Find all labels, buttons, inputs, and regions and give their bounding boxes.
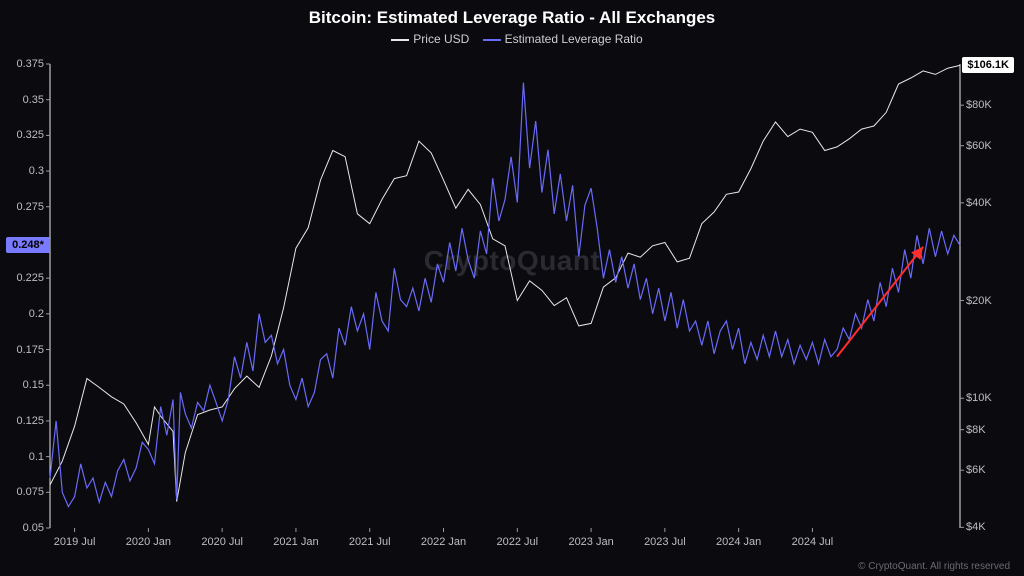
x-tick: 2022 Jul <box>497 536 539 548</box>
y-left-tick: 0.175 <box>0 344 44 356</box>
x-tick: 2020 Jan <box>126 536 171 548</box>
y-left-tick: 0.225 <box>0 272 44 284</box>
chart-title: Bitcoin: Estimated Leverage Ratio - All … <box>0 8 1024 28</box>
legend-label-ratio: Estimated Leverage Ratio <box>505 32 643 46</box>
x-tick: 2023 Jul <box>644 536 686 548</box>
legend-swatch-price <box>391 39 409 41</box>
y-left-tick: 0.275 <box>0 201 44 213</box>
left-axis-current-badge: 0.248* <box>6 237 50 253</box>
y-right-tick: $20K <box>966 295 1024 307</box>
y-right-tick: $6K <box>966 464 1024 476</box>
legend-swatch-ratio <box>483 39 501 41</box>
x-tick: 2020 Jul <box>201 536 243 548</box>
chart-svg <box>50 64 960 528</box>
x-tick: 2024 Jul <box>792 536 834 548</box>
x-tick: 2021 Jan <box>273 536 318 548</box>
y-left-tick: 0.325 <box>0 129 44 141</box>
chart-legend: Price USD Estimated Leverage Ratio <box>0 32 1024 46</box>
y-left-tick: 0.3 <box>0 165 44 177</box>
x-tick: 2022 Jan <box>421 536 466 548</box>
x-tick: 2019 Jul <box>54 536 96 548</box>
legend-label-price: Price USD <box>413 32 469 46</box>
y-left-tick: 0.1 <box>0 451 44 463</box>
annotation-arrow <box>837 247 923 357</box>
chart-container: Bitcoin: Estimated Leverage Ratio - All … <box>0 0 1024 576</box>
x-tick: 2024 Jan <box>716 536 761 548</box>
y-right-tick: $40K <box>966 197 1024 209</box>
y-right-tick: $8K <box>966 424 1024 436</box>
x-tick: 2023 Jan <box>568 536 613 548</box>
y-right-tick: $10K <box>966 392 1024 404</box>
y-left-tick: 0.375 <box>0 58 44 70</box>
y-left-tick: 0.075 <box>0 486 44 498</box>
price-series-line <box>50 65 960 501</box>
y-left-tick: 0.125 <box>0 415 44 427</box>
footer-copyright: © CryptoQuant. All rights reserved <box>858 561 1010 572</box>
y-left-tick: 0.2 <box>0 308 44 320</box>
y-right-tick: $80K <box>966 99 1024 111</box>
right-axis-current-badge: $106.1K <box>962 57 1014 73</box>
ratio-series-line <box>50 83 960 507</box>
y-left-tick: 0.35 <box>0 94 44 106</box>
y-right-tick: $60K <box>966 140 1024 152</box>
plot-area <box>50 64 960 528</box>
y-left-tick: 0.15 <box>0 379 44 391</box>
y-right-tick: $4K <box>966 521 1024 533</box>
y-left-tick: 0.05 <box>0 522 44 534</box>
x-tick: 2021 Jul <box>349 536 391 548</box>
